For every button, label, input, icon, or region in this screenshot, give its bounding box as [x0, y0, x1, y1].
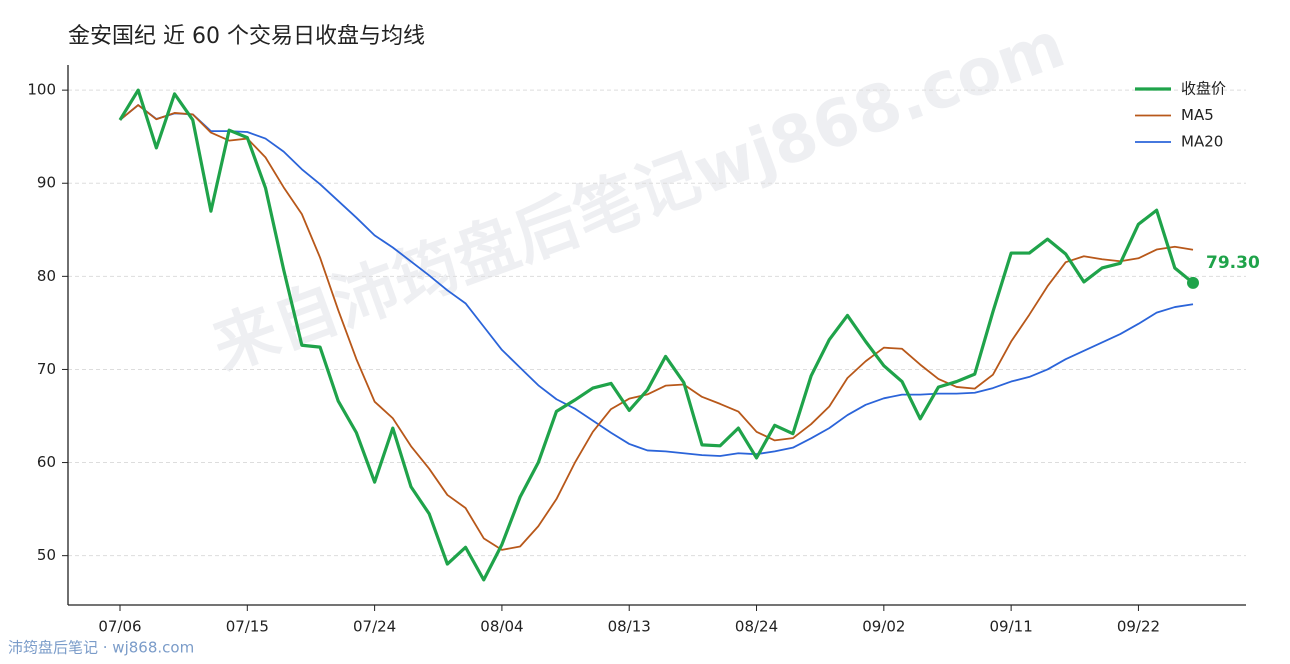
value-label: 79.30	[1206, 253, 1260, 273]
x-tick-label: 07/24	[353, 618, 396, 636]
series-line	[118, 88, 1195, 582]
series-line	[119, 104, 1194, 457]
end-point	[1187, 276, 1199, 289]
x-tick-label: 09/11	[990, 618, 1033, 636]
legend-label: MA20	[1181, 133, 1223, 151]
x-tick-label: 08/04	[480, 618, 523, 636]
x-tick-label: 08/13	[608, 618, 651, 636]
y-tick-label: 60	[37, 453, 56, 471]
chart-title: 金安国纪 近 60 个交易日收盘与均线	[68, 24, 425, 49]
x-tick-label: 07/15	[226, 618, 269, 636]
y-tick-label: 80	[37, 267, 56, 285]
x-tick-label: 07/06	[98, 618, 141, 636]
y-tick-label: 50	[37, 546, 56, 564]
y-tick-label: 90	[37, 174, 56, 192]
x-tick-label: 09/22	[1117, 618, 1160, 636]
series-line	[119, 104, 1194, 551]
footer: 沛筠盘后笔记 · wj868.com	[8, 639, 194, 657]
y-tick-label: 100	[27, 81, 56, 99]
x-tick-label: 08/24	[735, 618, 778, 636]
y-tick-label: 70	[37, 360, 56, 378]
x-tick-label: 09/02	[862, 618, 905, 636]
legend-label: MA5	[1181, 106, 1214, 124]
legend-label: 收盘价	[1181, 80, 1226, 98]
